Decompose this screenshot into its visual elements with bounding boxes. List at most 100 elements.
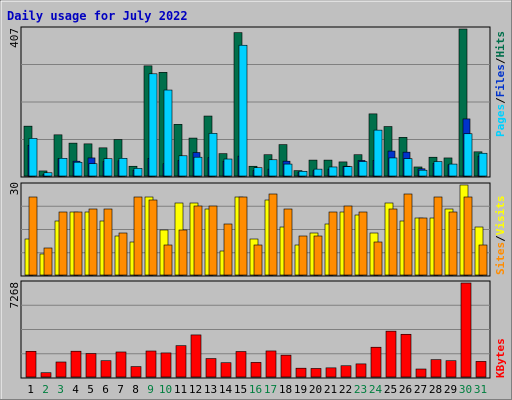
x-tick-label-5: 5 (87, 383, 94, 396)
x-tick-label-20: 20 (309, 383, 322, 396)
bar-sites-day-21 (328, 211, 338, 276)
x-tick-label-1: 1 (27, 383, 34, 396)
legend-files: Files (494, 64, 507, 97)
bar-pages-day-20 (313, 168, 323, 177)
x-tick-label-9: 9 (147, 383, 154, 396)
bar-kbytes-day-18 (280, 354, 292, 378)
ymax-kbytes-label: 7268 (8, 282, 21, 309)
bar-sites-day-20 (313, 235, 323, 276)
bar-pages-day-7 (118, 158, 128, 177)
legend-sep-2: / (494, 57, 507, 64)
x-tick-label-12: 12 (189, 383, 202, 396)
bar-sites-day-16 (253, 244, 263, 276)
bar-pages-day-9 (148, 73, 158, 177)
bar-kbytes-day-8 (130, 366, 142, 378)
bar-kbytes-day-19 (295, 367, 307, 378)
bar-pages-day-16 (253, 167, 263, 177)
bar-kbytes-day-1 (25, 350, 37, 378)
bars (23, 28, 488, 378)
bar-sites-day-3 (58, 211, 68, 276)
bar-pages-day-11 (178, 155, 188, 177)
x-tick-label-25: 25 (384, 383, 397, 396)
bar-kbytes-day-9 (145, 350, 157, 378)
bar-sites-day-28 (433, 196, 443, 276)
bar-kbytes-day-29 (445, 360, 457, 378)
bar-pages-day-3 (58, 158, 68, 177)
bar-pages-day-28 (433, 161, 443, 177)
bar-kbytes-day-6 (100, 360, 112, 378)
bar-kbytes-day-30 (460, 282, 472, 378)
bar-kbytes-day-20 (310, 368, 322, 378)
bar-pages-day-31 (478, 152, 488, 177)
x-tick-label-7: 7 (117, 383, 124, 396)
x-tick-label-11: 11 (174, 383, 187, 396)
bar-kbytes-day-25 (385, 330, 397, 378)
bar-sites-day-29 (448, 211, 458, 276)
x-tick-label-29: 29 (444, 383, 457, 396)
ymax-usage-label: 407 (8, 28, 21, 48)
bar-pages-day-29 (448, 163, 458, 177)
bar-pages-day-18 (283, 163, 293, 177)
x-tick-label-19: 19 (294, 383, 307, 396)
bar-pages-day-4 (73, 161, 83, 177)
bar-kbytes-day-22 (340, 365, 352, 378)
bar-kbytes-day-14 (220, 362, 232, 378)
bar-sites-day-7 (118, 232, 128, 276)
x-tick-label-31: 31 (474, 383, 487, 396)
bar-sites-day-24 (373, 241, 383, 276)
bar-sites-day-26 (403, 193, 413, 276)
legend-pages: Pages (494, 104, 507, 137)
x-tick-label-16: 16 (249, 383, 262, 396)
bar-kbytes-day-11 (175, 345, 187, 378)
bar-sites-day-27 (418, 217, 428, 276)
bar-sites-day-31 (478, 244, 488, 276)
x-tick-label-10: 10 (159, 383, 172, 396)
bar-pages-day-14 (223, 158, 233, 177)
legend-visits: Visits (494, 196, 507, 236)
bar-sites-day-30 (463, 196, 473, 276)
bar-kbytes-day-16 (250, 362, 262, 378)
x-tick-label-3: 3 (57, 383, 64, 396)
bar-sites-day-18 (283, 208, 293, 276)
bar-kbytes-day-27 (415, 368, 427, 378)
bar-kbytes-day-13 (205, 358, 217, 378)
bar-kbytes-day-2 (40, 372, 52, 378)
bar-pages-day-8 (133, 168, 143, 177)
bar-pages-day-24 (373, 129, 383, 177)
bar-pages-day-26 (403, 158, 413, 177)
bar-pages-day-6 (103, 158, 113, 177)
x-tick-label-4: 4 (72, 383, 79, 396)
bar-pages-day-2 (43, 172, 53, 177)
bar-pages-day-17 (268, 159, 278, 177)
bar-pages-day-19 (298, 171, 308, 177)
x-tick-label-30: 30 (459, 383, 472, 396)
bar-pages-day-15 (238, 44, 248, 177)
bar-pages-day-23 (358, 161, 368, 177)
bar-kbytes-day-24 (370, 346, 382, 378)
bar-pages-day-27 (418, 169, 428, 177)
ymax-visitors-label: 30 (8, 182, 21, 195)
x-tick-label-26: 26 (399, 383, 412, 396)
bar-sites-day-22 (343, 205, 353, 276)
legend-sites: Sites (494, 242, 507, 275)
bar-sites-day-10 (163, 244, 173, 276)
bar-sites-day-12 (193, 205, 203, 276)
legend-sep-1: / (494, 97, 507, 104)
bar-kbytes-day-15 (235, 351, 247, 378)
x-tick-label-14: 14 (219, 383, 233, 396)
x-tick-label-23: 23 (354, 383, 367, 396)
bar-kbytes-day-3 (55, 361, 67, 378)
bar-sites-day-8 (133, 196, 143, 276)
legend-visitors: Sites/Visits (494, 196, 507, 276)
x-tick-label-22: 22 (339, 383, 352, 396)
bar-pages-day-5 (88, 163, 98, 177)
x-tick-label-6: 6 (102, 383, 109, 396)
bar-sites-day-11 (178, 229, 188, 276)
x-tick-label-13: 13 (204, 383, 217, 396)
bar-sites-day-25 (388, 208, 398, 276)
x-tick-label-15: 15 (234, 383, 247, 396)
x-tick-label-27: 27 (414, 383, 427, 396)
bar-kbytes-day-31 (475, 361, 487, 378)
bar-kbytes-day-17 (265, 350, 277, 378)
